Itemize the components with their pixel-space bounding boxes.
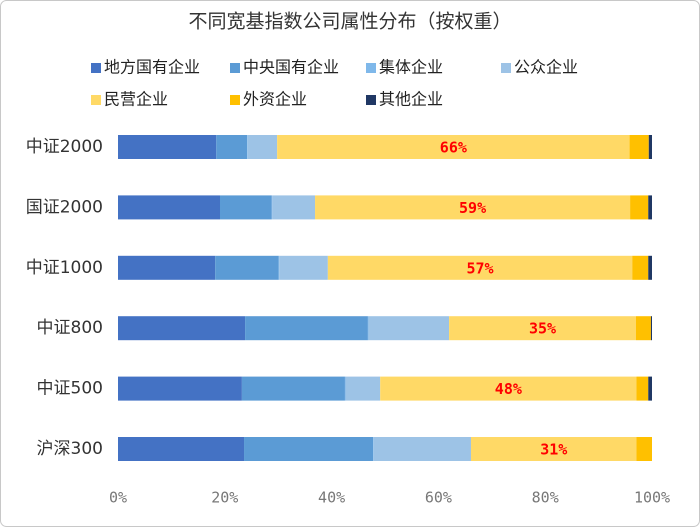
bar-segment — [118, 195, 220, 220]
bar-segment — [219, 195, 272, 220]
bar-segment — [648, 376, 652, 401]
bar-segment — [648, 255, 652, 280]
bar-segment — [215, 255, 279, 280]
bar-segment — [272, 195, 316, 220]
bar-segment — [118, 135, 217, 159]
bar-segment — [247, 135, 278, 159]
bar-segment — [245, 316, 368, 341]
category-label: 中证500 — [37, 379, 103, 399]
bar-segment — [279, 255, 328, 280]
legend-swatch — [230, 95, 240, 105]
bar-segment — [630, 195, 649, 220]
legend-swatch — [366, 95, 376, 105]
x-tick-label: 80% — [532, 489, 559, 507]
bar-segment — [380, 376, 637, 401]
bar-segment — [278, 255, 280, 280]
bar-segment — [216, 135, 248, 159]
legend-label: 外资企业 — [243, 90, 307, 109]
bar-segment — [345, 376, 381, 401]
x-tick-label: 60% — [425, 489, 452, 507]
bar-segment — [648, 135, 652, 159]
x-tick-label: 20% — [211, 489, 238, 507]
chart-title: 不同宽基指数公司属性分布（按权重） — [188, 11, 511, 33]
data-label: 48% — [495, 380, 522, 398]
bar-segment — [244, 437, 374, 461]
data-label: 59% — [459, 199, 486, 217]
bar-segment — [632, 255, 649, 280]
x-tick-label: 40% — [318, 489, 345, 507]
bar-segment — [241, 376, 345, 401]
x-tick-label: 0% — [109, 489, 127, 507]
bar-segment — [368, 316, 450, 341]
bar-segment — [629, 135, 649, 159]
bar-segment — [373, 437, 471, 461]
category-label: 中证800 — [37, 318, 103, 338]
legend-label: 公众企业 — [514, 58, 578, 77]
x-tick-label: 100% — [634, 489, 670, 507]
bar-segment — [327, 255, 633, 280]
bar-segment — [118, 255, 216, 280]
legend-swatch — [91, 63, 101, 73]
bar-segment — [247, 135, 248, 159]
legend-swatch — [230, 63, 240, 73]
legend-label: 民营企业 — [104, 90, 168, 109]
data-label: 57% — [467, 259, 494, 277]
legend-swatch — [366, 63, 376, 73]
bar-segment — [449, 316, 636, 341]
bar-segment — [277, 135, 630, 159]
bar-segment — [118, 376, 242, 401]
legend-label: 中央国有企业 — [243, 58, 339, 77]
bar-segment — [650, 316, 652, 341]
bar-segment — [373, 437, 374, 461]
bar-segment — [315, 195, 631, 220]
bar-segment — [118, 316, 246, 341]
bar-segment — [636, 437, 652, 461]
bar-segment — [344, 376, 346, 401]
category-label: 国证2000 — [26, 197, 103, 217]
legend-label: 其他企业 — [379, 90, 443, 109]
bar-segment — [648, 195, 652, 220]
data-label: 35% — [529, 320, 556, 338]
bar-segment — [367, 316, 369, 341]
category-label: 中证1000 — [26, 258, 103, 278]
category-label: 中证2000 — [26, 137, 103, 157]
legend-swatch — [91, 95, 101, 105]
legend-label: 集体企业 — [379, 58, 443, 77]
category-label: 沪深300 — [37, 439, 103, 459]
bar-segment — [636, 376, 649, 401]
bar-segment — [271, 195, 273, 220]
bar-segment — [635, 316, 651, 341]
legend-label: 地方国有企业 — [104, 58, 200, 77]
bar-segment — [118, 437, 245, 461]
bar-segment — [470, 437, 637, 461]
data-label: 66% — [440, 139, 467, 157]
legend-swatch — [501, 63, 511, 73]
data-label: 31% — [540, 441, 567, 459]
